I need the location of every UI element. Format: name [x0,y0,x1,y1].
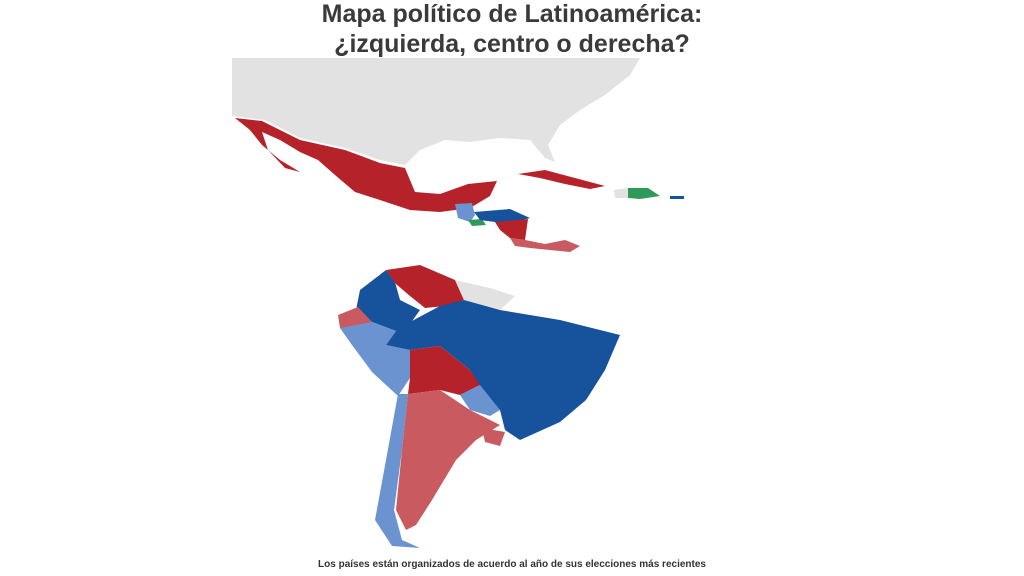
paraguay [460,385,500,416]
colombia [356,270,420,331]
footnote: Los países están organizados de acuerdo … [318,559,706,570]
north-america [232,58,640,165]
cuba [518,170,605,189]
uruguay [482,428,505,446]
brazil [386,300,620,440]
el-salvador [468,219,486,226]
puerto-rico [670,196,684,199]
guatemala [455,203,475,222]
dominican-republic [628,188,660,199]
chile [375,394,420,548]
title-line: Mapa político de Latinoamérica: [321,0,703,28]
venezuela [386,265,464,308]
guianas [455,280,515,310]
title-line: ¿izquierda, centro o derecha? [334,30,690,58]
nicaragua [495,219,528,240]
haiti [614,188,628,198]
costa-rica-panama [510,238,580,252]
bolivia [408,346,480,395]
peru [340,322,410,396]
argentina [396,390,500,530]
honduras [474,209,530,222]
mexico [235,118,497,212]
